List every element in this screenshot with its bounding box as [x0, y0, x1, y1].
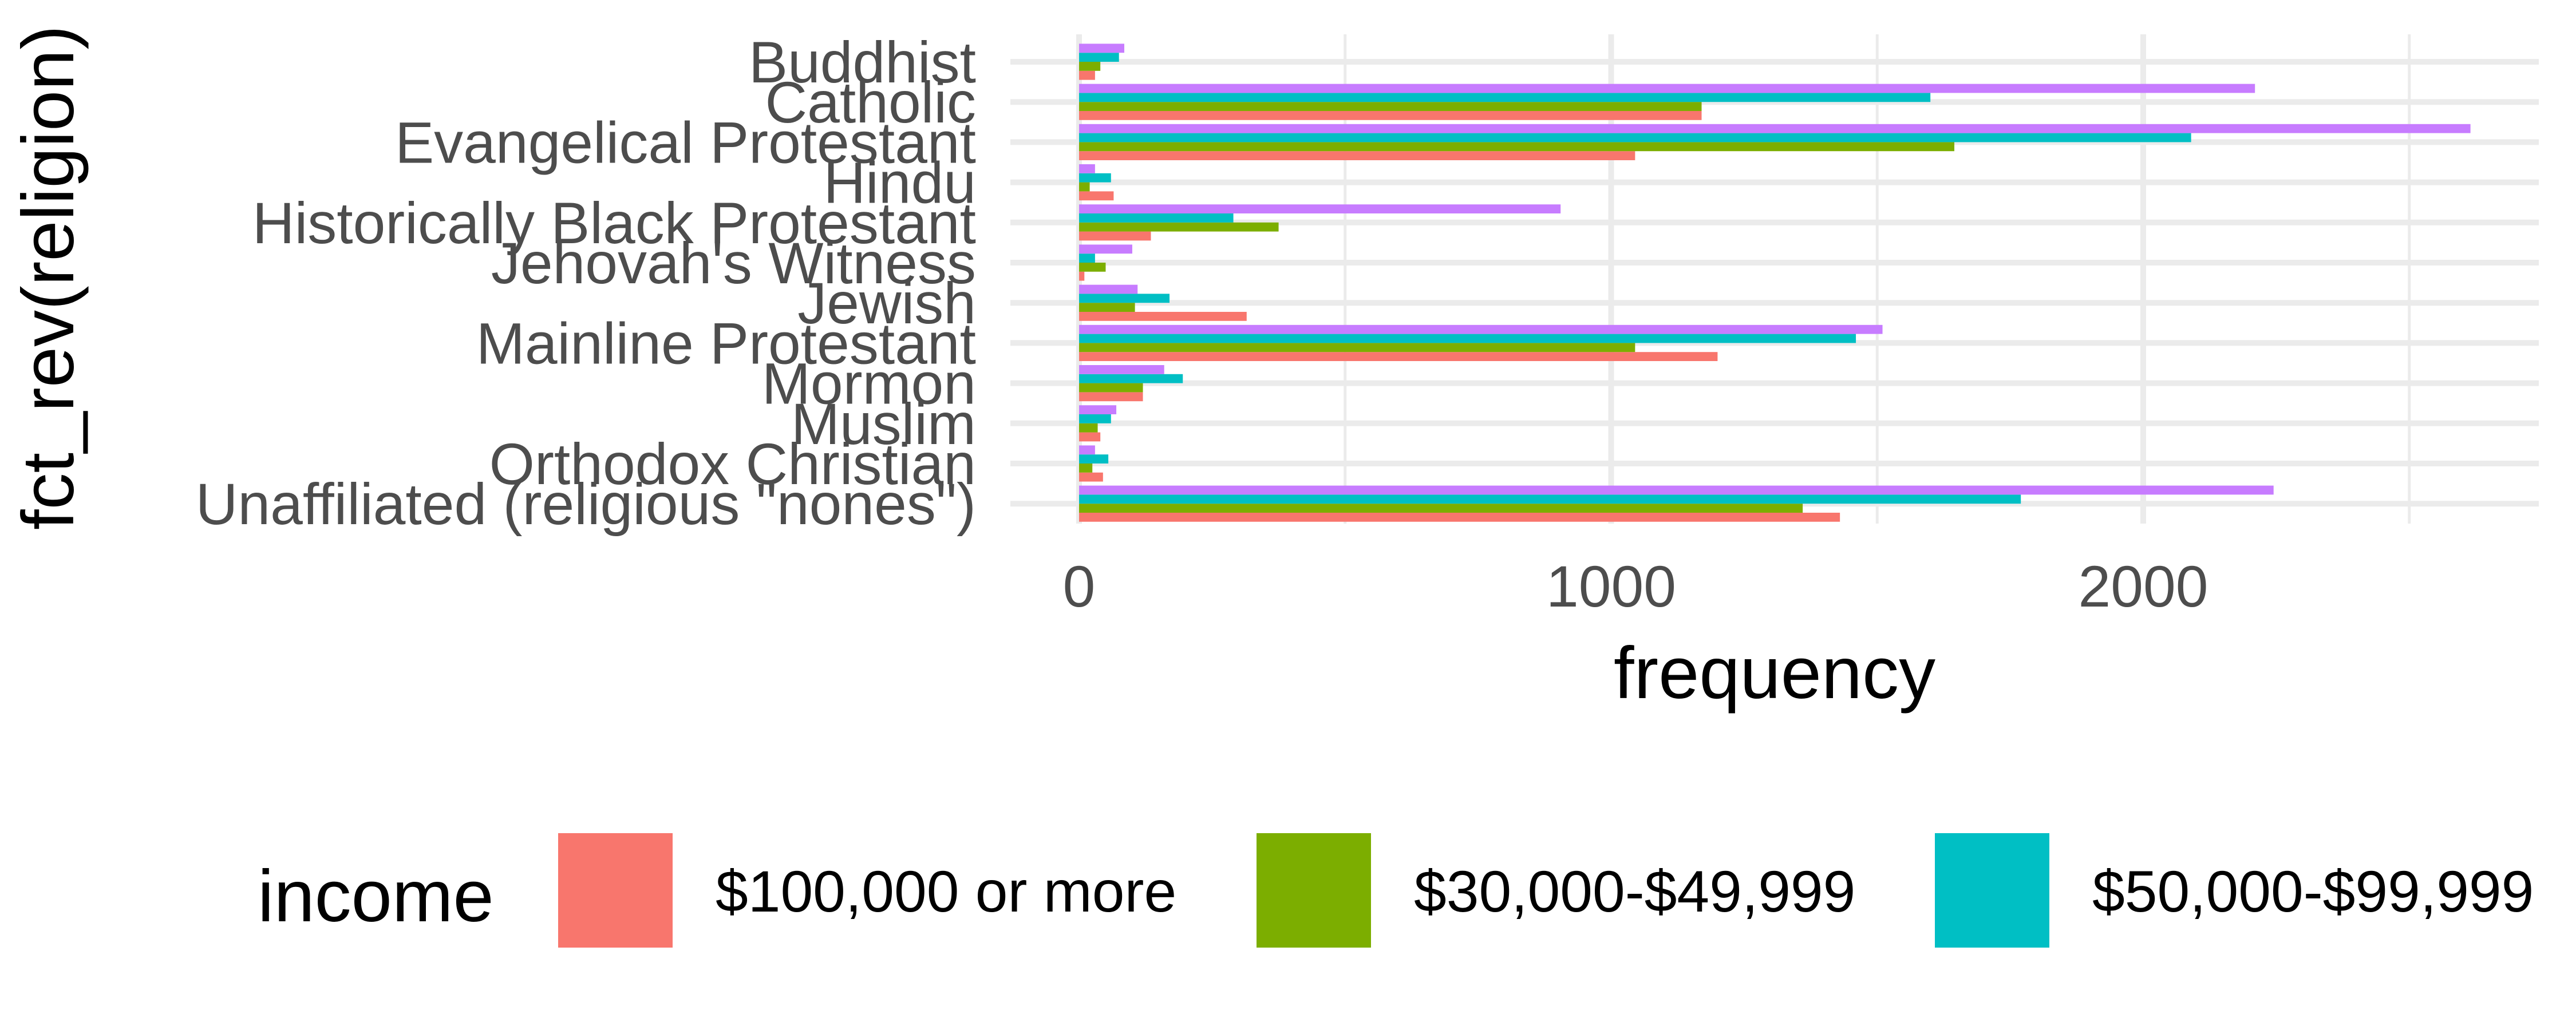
y-tick-label: Jehovah's Witness — [491, 231, 976, 296]
legend-key — [1257, 833, 1371, 948]
bar — [1079, 244, 1132, 254]
bar — [1079, 70, 1095, 80]
bar — [1079, 392, 1143, 402]
bar — [1079, 84, 2255, 93]
bar — [1079, 494, 2021, 504]
y-tick-label: Historically Black Protestant — [252, 191, 976, 256]
bar — [1079, 464, 1093, 473]
bar — [1079, 414, 1111, 423]
legend: income $100,000 or more $30,000-$49,999 $5… — [258, 833, 2534, 948]
bar — [1079, 405, 1117, 415]
bar — [1079, 93, 1931, 102]
bar — [1079, 263, 1106, 272]
bar — [1079, 485, 2274, 495]
bar — [1079, 110, 1702, 120]
bar — [1079, 383, 1143, 393]
bar — [1079, 213, 1234, 223]
bar — [1079, 231, 1151, 241]
x-axis-title: frequency — [1614, 632, 1935, 714]
bar — [1079, 334, 1856, 343]
bar — [1079, 423, 1098, 433]
bar — [1079, 472, 1103, 482]
legend-label: $50,000-$99,999 — [2092, 859, 2534, 924]
bar — [1079, 374, 1183, 383]
bar — [1079, 504, 1803, 513]
bar — [1079, 294, 1170, 303]
legend-title: income — [258, 855, 494, 937]
bar — [1079, 173, 1111, 183]
legend-items: $100,000 or more $30,000-$49,999 $50,000-$… — [558, 833, 2534, 948]
bar — [1079, 182, 1090, 192]
bar — [1079, 343, 1635, 352]
bar — [1079, 454, 1109, 464]
bar — [1079, 124, 2471, 133]
bar — [1079, 271, 1085, 281]
bar — [1079, 303, 1135, 312]
y-tick-label: Buddhist — [749, 30, 976, 95]
bar — [1079, 352, 1718, 361]
bar — [1079, 191, 1114, 201]
bar — [1079, 204, 1561, 214]
bar — [1079, 445, 1095, 455]
bar — [1079, 222, 1279, 232]
y-tick-label: Unaffiliated (religious "nones") — [196, 472, 976, 537]
bar — [1079, 311, 1247, 321]
bar — [1079, 512, 1840, 522]
legend-key — [558, 833, 673, 948]
bar — [1079, 142, 1955, 152]
y-tick-label: Muslim — [791, 391, 976, 457]
y-tick-label: Mainline Protestant — [476, 311, 976, 376]
bar — [1079, 133, 2191, 142]
bar — [1079, 432, 1101, 442]
bar — [1079, 53, 1119, 62]
bar — [1079, 43, 1125, 53]
legend-label: $100,000 or more — [716, 859, 1176, 924]
y-tick-label: Hindu — [823, 150, 976, 216]
y-axis-title: fct_rev(religion) — [7, 25, 89, 530]
legend-label: $30,000-$49,999 — [1414, 859, 1855, 924]
bar — [1079, 253, 1095, 263]
y-tick-label: Catholic — [765, 70, 976, 135]
x-tick-label: 1000 — [1546, 554, 1676, 619]
bars — [1079, 43, 2471, 522]
bar — [1079, 164, 1095, 173]
bar — [1079, 324, 1883, 334]
legend-key — [1935, 833, 2049, 948]
bar — [1079, 102, 1702, 111]
x-tick-label: 0 — [1063, 554, 1096, 619]
x-tick-labels: 0 1000 2000 — [1063, 554, 2208, 619]
y-tick-label: Jewish — [797, 271, 976, 336]
x-tick-label: 2000 — [2079, 554, 2208, 619]
bar — [1079, 365, 1164, 374]
y-tick-label: Mormon — [762, 351, 976, 417]
y-tick-label: Orthodox Christian — [489, 431, 976, 497]
y-tick-label: Evangelical Protestant — [395, 110, 976, 175]
bar — [1079, 284, 1138, 294]
bar — [1079, 151, 1635, 160]
bar — [1079, 62, 1101, 71]
